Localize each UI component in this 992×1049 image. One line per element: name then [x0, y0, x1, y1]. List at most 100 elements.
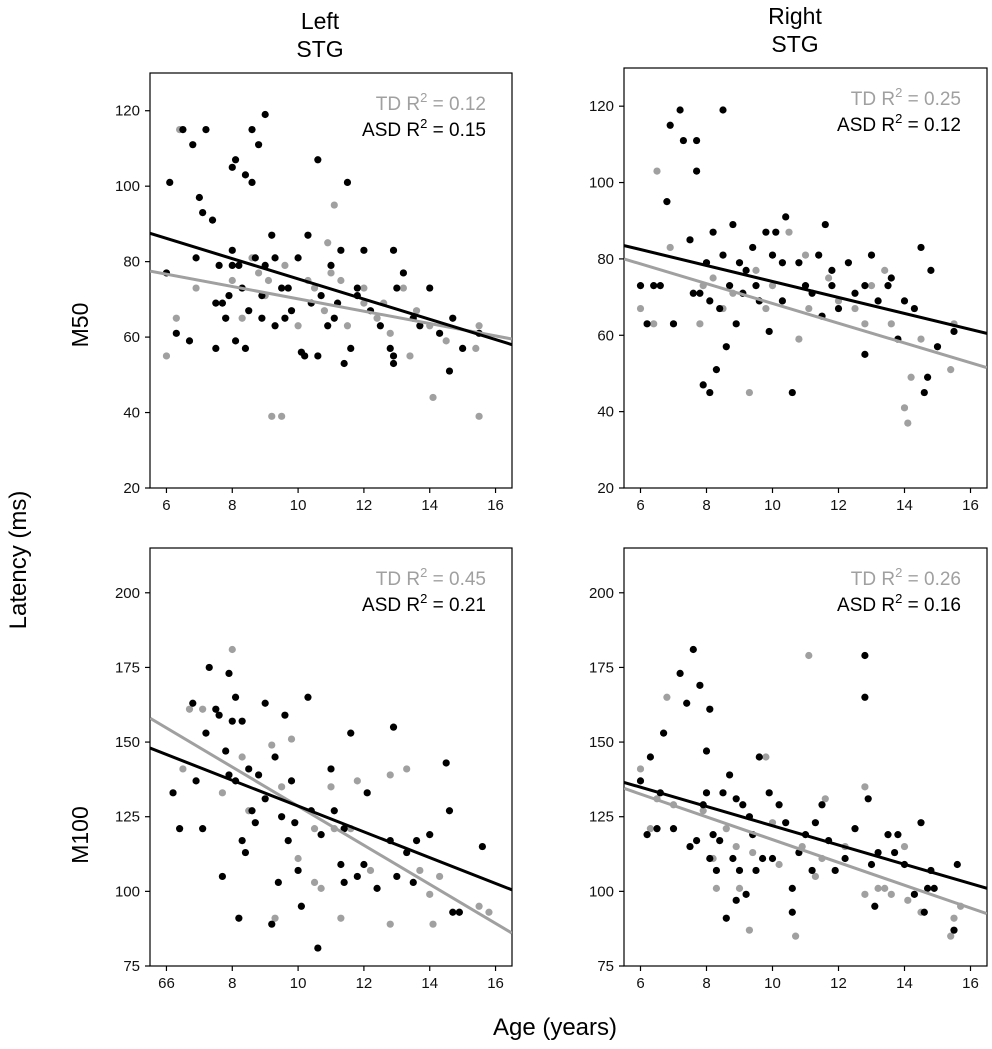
asd-point	[636, 282, 645, 290]
td-point	[947, 366, 955, 374]
asd-point	[176, 825, 184, 833]
asd-point	[768, 251, 777, 259]
plot-frame	[149, 72, 513, 489]
asd-point	[841, 854, 849, 863]
td-point	[650, 320, 658, 328]
asd-r2-annotation: ASD R2 = 0.21	[362, 591, 486, 616]
td-point	[403, 765, 411, 773]
asd-point	[752, 866, 760, 875]
column-title-left-line1: Left	[301, 8, 340, 34]
y-tick-label: 40	[123, 405, 140, 422]
td-point	[416, 866, 424, 875]
td-point	[801, 251, 810, 259]
td-point	[775, 860, 783, 869]
asd-point	[245, 765, 253, 773]
asd-point	[759, 854, 767, 863]
td-point	[917, 335, 925, 343]
data-layer	[150, 110, 512, 420]
asd-point	[340, 359, 348, 368]
asd-point	[900, 297, 909, 305]
td-point	[696, 320, 704, 328]
td-point	[429, 920, 437, 928]
td-point	[881, 884, 889, 892]
td-point	[947, 932, 955, 940]
td-fit-line	[624, 786, 987, 916]
td-point	[485, 908, 493, 916]
asd-point	[225, 669, 233, 678]
asd-point	[212, 344, 220, 353]
asd-point	[205, 663, 213, 672]
asd-point	[231, 156, 240, 164]
y-tick-label: 100	[589, 883, 614, 900]
data-layer	[624, 645, 987, 940]
asd-point	[735, 259, 744, 267]
td-point	[712, 884, 721, 892]
y-tick-label: 150	[589, 734, 614, 751]
asd-point	[924, 884, 932, 892]
r2-prefix: ASD R	[837, 115, 895, 136]
asd-point	[663, 198, 671, 206]
asd-point	[412, 837, 421, 845]
asd-point	[636, 777, 645, 785]
asd-point	[669, 825, 678, 833]
asd-point	[686, 842, 694, 851]
asd-point	[389, 359, 398, 368]
td-point	[360, 284, 368, 292]
asd-point	[268, 231, 276, 239]
td-point	[386, 771, 394, 779]
asd-point	[409, 878, 417, 887]
asd-point	[238, 717, 246, 725]
asd-point	[722, 343, 730, 351]
asd-point	[189, 699, 197, 707]
asd-point	[828, 266, 836, 274]
asd-point	[735, 866, 744, 875]
asd-point	[169, 789, 177, 797]
asd-point	[788, 388, 796, 397]
asd-point	[212, 299, 220, 307]
asd-point	[818, 801, 826, 809]
td-point	[792, 932, 800, 940]
asd-point	[765, 327, 773, 336]
r2-prefix: TD R	[851, 569, 895, 590]
asd-point	[271, 753, 279, 761]
asd-point	[455, 908, 463, 916]
asd-point	[294, 866, 302, 875]
asd-point	[284, 837, 292, 845]
y-tick-label: 200	[589, 585, 614, 602]
td-point	[399, 284, 407, 292]
asd-point	[192, 254, 200, 262]
asd-point	[228, 163, 236, 171]
asd-point	[255, 771, 263, 779]
td-point	[666, 243, 674, 252]
r2-value: = 0.12	[902, 115, 961, 136]
asd-point	[719, 789, 727, 797]
asd-point	[861, 282, 869, 290]
asd-point	[199, 825, 207, 833]
asd-point	[696, 289, 704, 297]
y-tick-label: 125	[589, 809, 614, 826]
asd-point	[706, 297, 714, 305]
td-point	[386, 329, 394, 337]
asd-point	[317, 831, 325, 839]
asd-point	[255, 141, 263, 149]
td-fit-line	[624, 257, 987, 370]
y-axis-label: Latency (ms)	[5, 491, 32, 630]
asd-point	[393, 284, 401, 292]
x-tick-label: 10	[764, 497, 781, 514]
td-point	[442, 337, 450, 345]
asd-point	[788, 884, 796, 892]
asd-point	[851, 289, 859, 297]
r2-prefix: TD R	[376, 94, 420, 115]
column-title-right: Right STG	[768, 3, 822, 57]
asd-point	[752, 282, 760, 290]
td-point	[785, 228, 793, 236]
td-point	[805, 651, 813, 660]
asd-point	[353, 284, 361, 292]
asd-point	[693, 167, 701, 175]
asd-point	[347, 344, 355, 353]
asd-point	[920, 388, 928, 397]
r2-superscript: 2	[895, 591, 902, 606]
asd-point	[222, 314, 230, 322]
